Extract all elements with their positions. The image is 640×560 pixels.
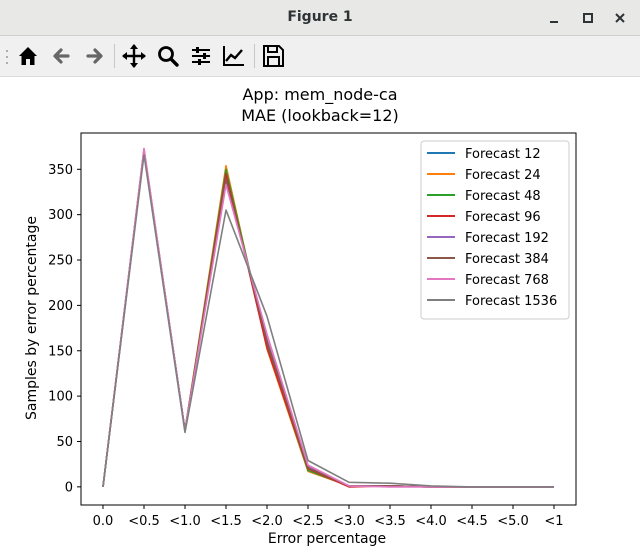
chart-title: App: mem_node-ca xyxy=(242,85,397,105)
arrow-right-icon xyxy=(86,48,103,64)
minimize-button[interactable] xyxy=(544,8,564,28)
axes-frame xyxy=(80,132,577,506)
x-axis-label: Error percentage xyxy=(268,531,386,547)
x-tick-label: <4.0 xyxy=(415,514,447,529)
floppy-disk-icon xyxy=(263,45,284,67)
x-tick-label: 0.0 xyxy=(93,514,114,529)
toolbar-grip-icon xyxy=(6,50,8,64)
edit-axes-button[interactable] xyxy=(220,42,248,70)
legend-label: Forecast 192 xyxy=(465,231,549,246)
x-tick-label: <3.0 xyxy=(333,514,365,529)
pan-button[interactable] xyxy=(120,42,148,70)
x-tick-label: <2.0 xyxy=(251,514,283,529)
x-tick-label: <1 xyxy=(544,514,563,529)
maximize-button[interactable] xyxy=(578,8,598,28)
chart-subtitle: MAE (lookback=12) xyxy=(241,106,399,125)
close-button[interactable] xyxy=(610,8,630,28)
save-button[interactable] xyxy=(259,42,287,70)
arrow-left-icon xyxy=(53,48,70,64)
close-icon xyxy=(615,13,625,23)
maximize-icon xyxy=(583,13,593,23)
x-tick-label: <4.5 xyxy=(456,514,488,529)
legend-box xyxy=(420,140,570,320)
subplots-button[interactable] xyxy=(187,42,215,70)
move-icon xyxy=(122,44,146,68)
legend-label: Forecast 24 xyxy=(465,168,541,183)
y-tick-label: 350 xyxy=(48,163,73,178)
magnifier-icon xyxy=(158,46,179,67)
y-tick-label: 0 xyxy=(65,480,73,495)
back-button[interactable] xyxy=(48,42,76,70)
window-title: Figure 1 xyxy=(287,9,353,25)
y-axis-label: Samples by error percentage xyxy=(24,216,40,420)
legend-label: Forecast 12 xyxy=(465,147,541,162)
legend-label: Forecast 48 xyxy=(465,189,541,204)
legend-label: Forecast 384 xyxy=(465,252,549,267)
toolbar-separator xyxy=(254,44,255,68)
line-chart-icon xyxy=(223,46,244,66)
forward-button[interactable] xyxy=(80,42,108,70)
zoom-button[interactable] xyxy=(154,42,182,70)
legend-label: Forecast 96 xyxy=(465,210,541,225)
toolbar-separator xyxy=(114,44,115,68)
x-tick-label: <3.5 xyxy=(374,514,406,529)
chart: App: mem_node-ca MAE (lookback=12) 0 50 10… xyxy=(24,85,577,547)
y-tick-label: 200 xyxy=(48,299,73,314)
y-tick-label: 300 xyxy=(48,208,73,223)
x-tick-label: <2.5 xyxy=(292,514,324,529)
figure-canvas[interactable]: App: mem_node-ca MAE (lookback=12) 0 50 10… xyxy=(0,78,640,556)
x-tick-label: <0.5 xyxy=(128,514,160,529)
legend-label: Forecast 768 xyxy=(465,273,549,288)
window-titlebar: Figure 1 xyxy=(0,0,640,36)
plot-area: 0 50 100 150 200 250 300 350 0.0 <0.5 <1.0 <1.5 <2.0… xyxy=(48,132,577,529)
sliders-icon xyxy=(192,47,210,65)
minimize-icon xyxy=(550,21,558,23)
x-tick-label: <1.5 xyxy=(210,514,242,529)
y-tick-label: 150 xyxy=(48,344,73,359)
y-tick-label: 250 xyxy=(48,254,73,269)
x-tick-label: <1.0 xyxy=(169,514,201,529)
x-tick-label: <5.0 xyxy=(497,514,529,529)
series-line xyxy=(102,154,554,488)
home-icon xyxy=(19,47,37,65)
legend-label: Forecast 1536 xyxy=(465,294,557,309)
navigation-toolbar xyxy=(0,36,640,77)
y-tick-label: 100 xyxy=(48,390,73,405)
y-tick-label: 50 xyxy=(56,435,73,450)
home-button[interactable] xyxy=(14,42,42,70)
